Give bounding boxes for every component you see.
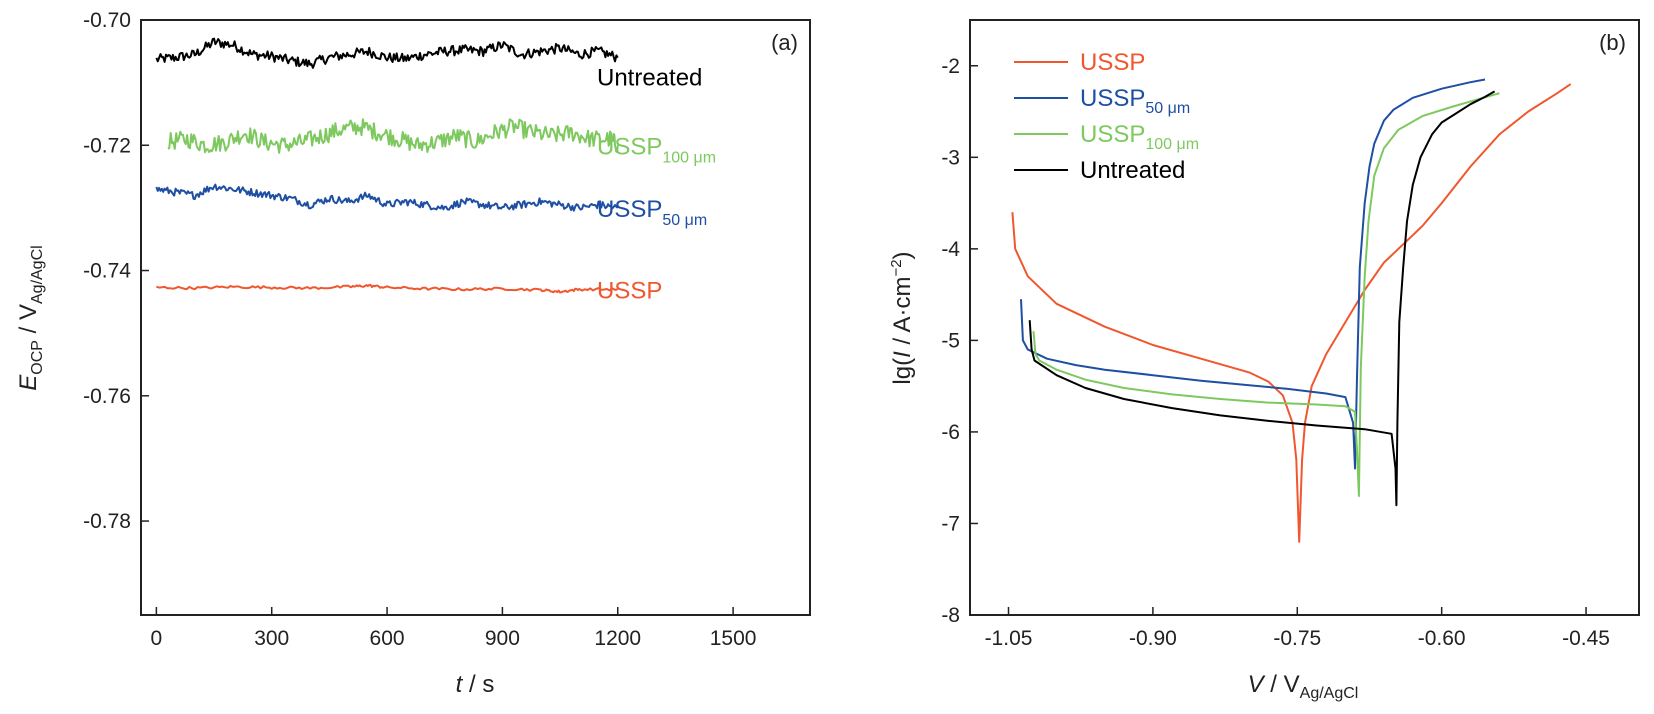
a-series-line-ussp100: [167, 118, 619, 154]
a-y-tick-label: -0.70: [83, 9, 131, 32]
panel-b-y-axis-label: lg(I / A·cm−2): [888, 251, 916, 384]
a-series-line-ussp: [156, 283, 619, 294]
panel-b-legend: USSP USSP50 μm USSP100 μm Untreated: [1014, 49, 1199, 184]
b-series-line-ussp50: [1020, 78, 1486, 470]
b-x-tick-label: -1.05: [985, 627, 1033, 650]
a-x-tick-label: 0: [151, 627, 163, 650]
b-y-tick-label: -8: [941, 604, 960, 627]
b-series-line-untreated: [1028, 90, 1496, 507]
b-legend-label-ussp100: USSP100 μm: [1080, 121, 1199, 153]
b-series-line-ussp: [1011, 83, 1572, 543]
a-series-line-untreated: [155, 37, 619, 69]
a-series-label-ussp: USSP: [597, 277, 662, 304]
a-x-tick-label: 1200: [594, 627, 641, 650]
b-legend-label-ussp50: USSP50 μm: [1080, 85, 1190, 117]
panel-b-polarization-chart: -1.05 -0.90 -0.75 -0.60 -0.45-2-3-4-5-6-7-8 …: [888, 19, 1640, 702]
a-x-tick-label: 900: [485, 627, 520, 650]
b-y-tick-label: -6: [941, 421, 960, 444]
a-y-tick-label: -0.72: [83, 134, 131, 157]
a-series-label-ussp50: USSP50 μm: [597, 196, 707, 229]
b-y-tick-label: -2: [941, 55, 960, 78]
b-series-line-ussp100: [1032, 92, 1500, 497]
panel-a-series: [155, 37, 619, 294]
a-y-tick-label: -0.76: [83, 385, 131, 408]
a-y-tick-label: -0.78: [83, 510, 131, 533]
panel-a-label: (a): [771, 30, 798, 55]
a-x-tick-label: 1500: [710, 627, 757, 650]
b-y-tick-label: -7: [941, 512, 960, 535]
a-series-label-untreated: Untreated: [597, 65, 702, 92]
panel-a-frame: [140, 19, 811, 616]
panel-a-x-axis-label: t / s: [456, 671, 495, 698]
b-legend-label-untreated: Untreated: [1080, 157, 1185, 184]
panel-b-x-axis-label: V / VAg/AgCl: [1248, 671, 1359, 702]
panel-b-frame: [969, 19, 1640, 616]
panel-a-y-axis-label: EOCP / VAg/AgCl: [15, 245, 46, 390]
a-series-line-ussp50: [155, 183, 619, 212]
panel-a-ocp-chart: 0 300 600 900 1200 1500 -0.70 -0.72 -0.74 -0.76 -0…: [15, 9, 811, 698]
panel-a-series-labels: Untreated USSP100 μm USSP50 μm USSP: [597, 65, 716, 305]
a-series-label-ussp100: USSP100 μm: [597, 133, 716, 166]
panel-b-ticks: -1.05 -0.90 -0.75 -0.60 -0.45 -2 -3 -4 -5 -6 -7 -8: [941, 55, 1610, 650]
a-x-tick-label: 300: [254, 627, 289, 650]
b-y-tick-label: -4: [941, 238, 960, 261]
a-y-tick-label: -0.74: [83, 260, 131, 283]
a-x-tick-label: 600: [370, 627, 405, 650]
b-x-tick-label: -0.45: [1562, 627, 1610, 650]
b-y-tick-label: -3: [941, 146, 960, 169]
panel-b-series: [1011, 78, 1572, 543]
b-x-tick-label: -0.90: [1129, 627, 1177, 650]
b-y-tick-label: -5: [941, 329, 960, 352]
panel-a-ticks: 0 300 600 900 1200 1500 -0.70 -0.72 -0.74 -0.76 -0…: [83, 9, 756, 650]
b-x-tick-label: -0.75: [1273, 627, 1321, 650]
b-legend-label-ussp: USSP: [1080, 49, 1145, 76]
b-x-tick-label: -0.60: [1418, 627, 1466, 650]
panel-b-label: (b): [1599, 30, 1626, 55]
